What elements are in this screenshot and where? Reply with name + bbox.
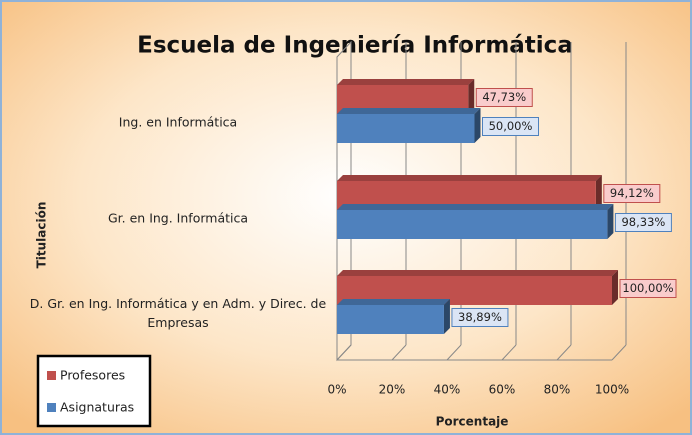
floor-line	[391, 344, 407, 361]
y-axis-label: Titulación	[35, 202, 49, 269]
floor-line	[336, 344, 352, 361]
data-label: 47,73%	[482, 90, 526, 104]
chart-title: Escuela de Ingeniería Informática	[137, 33, 573, 59]
bar	[337, 299, 450, 334]
x-tick-label: 20%	[379, 383, 406, 397]
data-label: 100,00%	[622, 281, 673, 295]
bar-side	[468, 79, 475, 114]
data-label-box	[603, 184, 661, 203]
bar-top	[337, 299, 450, 305]
x-tick-label: 40%	[434, 383, 461, 397]
data-label-box	[614, 213, 672, 232]
bar	[337, 270, 618, 305]
bar-side	[595, 175, 602, 210]
bar-top	[337, 175, 602, 181]
bar-top	[337, 204, 614, 210]
y-tick-label: Ing. en Informática	[118, 114, 238, 130]
bar-top	[337, 79, 475, 85]
data-label: 38,89%	[458, 310, 502, 324]
y-tick-label: D. Gr. en Ing. Informática y en Adm. y D…	[29, 296, 327, 330]
legend	[36, 354, 152, 428]
y-tick-label: Gr. en Ing. Informática	[107, 210, 249, 226]
floor-line	[556, 344, 572, 361]
x-tick-label: 0%	[327, 383, 346, 397]
legend-label: Profesores	[60, 368, 125, 383]
bar-side	[443, 299, 450, 334]
legend-swatch	[47, 371, 56, 380]
data-label-box	[619, 279, 677, 298]
bar-side	[607, 204, 614, 239]
bar-front	[337, 210, 608, 239]
bar-front	[337, 114, 475, 143]
legend-label: Asignaturas	[60, 400, 134, 415]
bar	[337, 108, 481, 143]
x-tick-label: 100%	[595, 383, 629, 397]
floor-line	[611, 344, 627, 361]
data-label-box	[475, 88, 533, 107]
data-label: 94,12%	[610, 186, 654, 200]
x-tick-label: 80%	[544, 383, 571, 397]
legend-swatch	[47, 403, 56, 412]
bar-top	[337, 270, 618, 276]
data-label: 50,00%	[489, 119, 533, 133]
x-tick-label: 60%	[489, 383, 516, 397]
x-axis-label: Porcentaje	[436, 415, 509, 429]
bar-top	[337, 108, 481, 114]
data-label-box	[482, 117, 539, 136]
floor-line	[446, 344, 462, 361]
floor-line	[501, 344, 517, 361]
bar	[337, 204, 614, 239]
data-label: 98,33%	[621, 215, 665, 229]
bar-side	[612, 270, 618, 305]
bar-side	[474, 108, 481, 143]
data-label-box	[451, 308, 509, 327]
bar-front	[337, 305, 444, 334]
